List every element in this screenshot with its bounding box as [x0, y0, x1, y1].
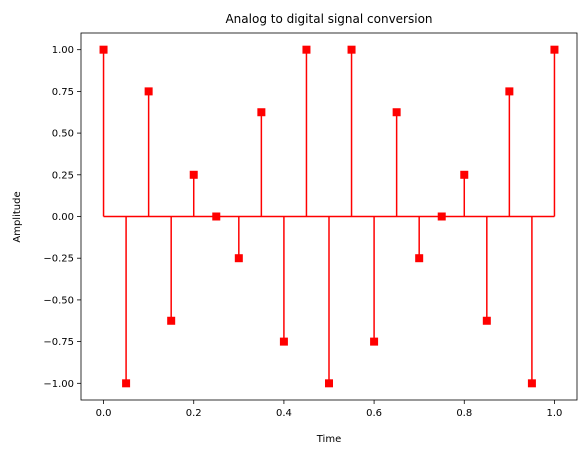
y-tick-label: −1.00 [43, 379, 74, 390]
chart-title: Analog to digital signal conversion [225, 12, 432, 26]
plot-area [99, 45, 559, 388]
x-tick-label: 0.8 [456, 408, 472, 419]
y-tick-label: −0.75 [43, 337, 74, 348]
stem-marker [99, 45, 108, 54]
y-tick-label: 1.00 [52, 45, 74, 56]
stem-marker [505, 87, 514, 96]
y-tick-label: 0.00 [52, 212, 74, 223]
stem-marker [144, 87, 153, 96]
stem-marker [460, 170, 469, 179]
x-tick-label: 1.0 [547, 408, 563, 419]
stem-marker [325, 379, 333, 388]
stem-marker [234, 254, 243, 263]
stem-marker [302, 45, 311, 54]
y-axis-title: Amplitude [12, 191, 23, 242]
y-tick-label: 0.25 [52, 170, 74, 181]
stem-marker [392, 108, 401, 117]
stem-marker [482, 316, 491, 325]
stem-marker [550, 45, 559, 54]
x-axis-title: Time [316, 434, 341, 445]
x-tick-label: 0.6 [366, 408, 382, 419]
stem-marker [370, 337, 379, 346]
axes: 0.0 0.2 0.4 0.6 0.8 1.0 −1.00 −0.75 −0.50 −0.25 0.… [43, 32, 578, 419]
y-tick-label: −0.50 [43, 295, 74, 306]
stem-marker [279, 337, 288, 346]
y-tick-label: 0.50 [52, 129, 74, 140]
stem-marker [415, 254, 424, 263]
stem-marker [437, 212, 446, 221]
stem-marker [347, 45, 356, 54]
x-tick-label: 0.2 [186, 408, 202, 419]
stem-marker [167, 316, 176, 325]
stem-marker [527, 379, 536, 388]
stem-marker [122, 379, 131, 388]
x-tick-label: 0.4 [276, 408, 292, 419]
y-tick-label: 0.75 [52, 87, 74, 98]
y-tick-label: −0.25 [43, 254, 74, 265]
x-tick-label: 0.0 [96, 408, 112, 419]
stem-marker [189, 170, 198, 179]
stem-marker [257, 108, 266, 117]
stem-marker [212, 212, 221, 221]
